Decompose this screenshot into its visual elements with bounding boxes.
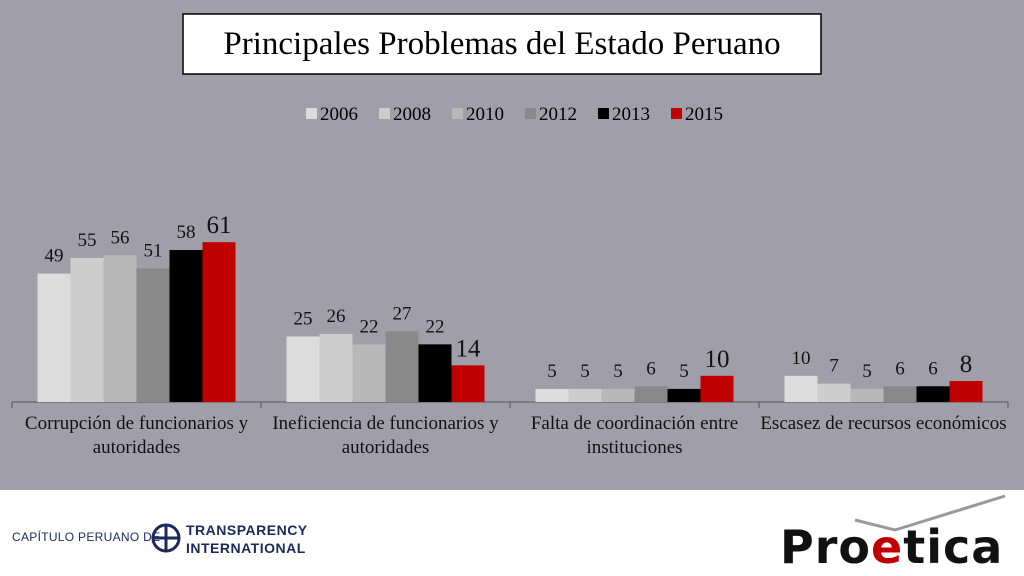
data-label: 10 [792,348,811,369]
chart-title: Principales Problemas del Estado Peruano [223,26,780,62]
legend-swatch [671,108,682,119]
bar [169,250,203,402]
background [0,0,1024,490]
bar [949,381,983,402]
bar [418,344,452,402]
x-tick-label: Ineficiencia de funcionarios y autoridad… [272,413,499,458]
legend-label: 2010 [466,104,504,125]
x-tick-label: Corrupción de funcionarios y autoridades [24,413,249,458]
data-label: 55 [78,230,97,251]
data-label: 10 [705,346,730,373]
x-tick-label: Falta de coordinación entre institucione… [530,413,739,458]
data-label: 6 [646,358,656,379]
legend-label: 2006 [320,104,358,125]
ti-line: TRANSPARENCY [186,522,308,538]
bar [202,242,236,402]
bar [451,365,485,402]
bar [70,257,104,402]
bar [700,375,734,402]
footer: CAPÍTULO PERUANO DE TRANSPARENCY INTERNA… [0,490,1024,576]
bar [667,388,701,402]
data-label: 6 [928,358,938,379]
bar [136,268,170,402]
bar [850,388,884,402]
legend-swatch [452,108,463,119]
bar [319,333,353,402]
bar [568,388,602,402]
data-label: 6 [895,358,905,379]
bar [601,388,635,402]
chart: Principales Problemas del Estado Peruano… [0,0,1024,490]
ti-line: INTERNATIONAL [186,540,306,556]
data-label: 58 [177,222,196,243]
data-label: 22 [426,316,445,337]
legend-swatch [598,108,609,119]
legend-swatch [525,108,536,119]
data-label: 25 [294,309,313,330]
bar [784,375,818,402]
data-label: 26 [327,306,346,327]
legend-label: 2015 [685,104,723,125]
legend-label: 2012 [539,104,577,125]
legend-label: 2008 [393,104,431,125]
data-label: 49 [45,246,64,267]
data-label: 8 [960,351,973,378]
logo-part: Pro [780,520,872,574]
data-label: 5 [862,361,872,382]
data-label: 5 [580,361,590,382]
legend-label: 2013 [612,104,650,125]
logo: Proetica [780,520,1003,574]
bar [634,386,668,402]
data-label: 7 [829,356,839,377]
bar [535,388,569,402]
data-label: 5 [679,361,689,382]
logo-part: e [871,520,904,574]
bar [286,336,320,402]
data-label: 22 [360,316,379,337]
data-label: 5 [613,361,623,382]
data-label: 27 [393,303,412,324]
data-label: 56 [111,227,130,248]
ti-icon [151,523,181,553]
logo-swoosh [854,494,1006,532]
data-label: 14 [456,335,482,362]
title-box [182,13,822,75]
bar [352,344,386,402]
x-tick-label: Escasez de recursos económicos [760,413,1007,434]
bar [916,386,950,402]
bar [103,255,137,402]
bar [817,383,851,402]
logo-part: tica [903,520,1004,574]
data-label: 5 [547,361,557,382]
bar [883,386,917,402]
legend-swatch [306,108,317,119]
data-label: 51 [144,240,163,261]
bar [37,273,71,402]
chapter-label: CAPÍTULO PERUANO DE [12,530,161,544]
data-label: 61 [207,212,232,239]
legend-swatch [379,108,390,119]
bar [385,331,419,402]
